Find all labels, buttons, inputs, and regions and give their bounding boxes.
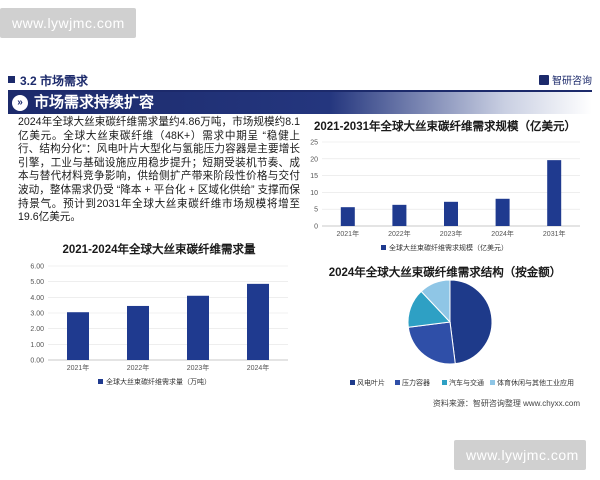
title-banner: » 市场需求持续扩容	[8, 92, 592, 114]
chart2-ytick-label: 3.00	[30, 311, 44, 318]
pie-legend-swatch	[442, 380, 447, 385]
chart2-xtick-label: 2021年	[67, 363, 90, 372]
chart1-xtick-label: 2021年	[337, 229, 360, 238]
chart2-bar	[187, 295, 209, 360]
chart2-ytick-label: 5.00	[30, 279, 44, 286]
pie-legend-swatch	[350, 380, 355, 385]
chart2-bar	[247, 283, 269, 360]
chart1-xtick-label: 2023年	[440, 229, 463, 238]
chart2-xtick-label: 2023年	[187, 363, 210, 372]
chart2-xtick-label: 2024年	[247, 363, 270, 372]
pie-slice	[449, 279, 493, 365]
chart2-ytick-label: 4.00	[30, 295, 44, 302]
chart1-ytick-label: 20	[310, 156, 318, 163]
chart2-ytick-label: 1.00	[30, 342, 44, 349]
chart1-ytick-label: 5	[314, 207, 318, 214]
chart3-title: 2024年全球大丝束碳纤维需求结构（按金额）	[328, 267, 562, 279]
chart3-svg: 风电叶片 压力容器 汽车与交通 体育休闲与其他工业应用	[350, 279, 574, 387]
chart1-bar	[392, 204, 407, 226]
chart1-ytick-label: 15	[310, 173, 318, 180]
chart2-xtick-label: 2022年	[127, 363, 150, 372]
chart1-bar	[547, 160, 562, 226]
section-square-icon	[8, 76, 15, 83]
chart2-ytick-label: 0.00	[30, 358, 44, 365]
chart2-legend-label: 全球大丝束碳纤维需求量（万吨）	[106, 377, 211, 386]
brand-name: 智研咨询	[552, 76, 592, 87]
section-header: 3.2 市场需求 智研咨询	[8, 70, 592, 92]
chart1-legend-label: 全球大丝束碳纤维需求规模（亿美元）	[389, 243, 508, 252]
chart1-legend-swatch	[381, 245, 386, 250]
chart2-svg: 0.00 1.00 2.00 3.00 4.00 5.00 6.00 2021年 2022年 20…	[30, 264, 288, 386]
pie-legend-swatch	[490, 380, 495, 385]
market-paragraph: 2024年全球大丝束碳纤维需求量约4.86万吨，市场规模约8.1亿美元。全球大丝…	[18, 116, 300, 224]
chart2-legend-swatch	[98, 379, 103, 384]
chart1-svg: 0 5 10 15 20 25 2021年 2022年 2023年 2024年 2031年全球大丝束…	[310, 140, 580, 252]
banner-title: 市场需求持续扩容	[34, 94, 155, 111]
pie-legend-label: 汽车与交通	[449, 378, 484, 387]
section-title: 3.2 市场需求	[20, 74, 89, 88]
chart2-bar	[127, 305, 149, 360]
double-chevron-icon: »	[12, 95, 28, 111]
pie-slice	[420, 279, 451, 324]
chart1-xtick-label: 2024年	[491, 229, 514, 238]
chart2-ytick-label: 2.00	[30, 326, 44, 333]
pie-legend-label: 风电叶片	[357, 378, 385, 387]
chart1-ytick-label: 10	[310, 190, 318, 197]
chart1-ytick-label: 25	[310, 140, 318, 147]
pie-slice	[407, 321, 456, 365]
chart2-ytick-label: 6.00	[30, 264, 44, 271]
chart1-xtick-label: 2022年	[388, 229, 411, 238]
watermark-bottom: www.lywjmc.com	[454, 440, 586, 470]
brand: 智研咨询	[539, 72, 592, 87]
brand-logo-icon	[539, 74, 549, 85]
chart1-bar	[340, 207, 355, 226]
pie-legend-swatch	[395, 380, 400, 385]
chart2-bar	[67, 312, 89, 360]
pie-legend-label: 压力容器	[402, 378, 430, 387]
chart1-xtick-label: 2031年	[543, 229, 566, 238]
chart1-bar	[495, 198, 510, 226]
source-note: 资料来源：智研咨询整理 www.chyxx.com	[432, 399, 580, 408]
watermark-top: www.lywjmc.com	[0, 8, 136, 38]
chart1-title: 2021-2031年全球大丝束碳纤维需求规模（亿美元）	[314, 121, 576, 133]
chart1-ytick-label: 0	[314, 224, 318, 231]
pie-legend-label: 体育休闲与其他工业应用	[497, 378, 574, 387]
chart1-bar	[444, 201, 458, 226]
chart2-title: 2021-2024年全球大丝束碳纤维需求量	[62, 244, 256, 256]
